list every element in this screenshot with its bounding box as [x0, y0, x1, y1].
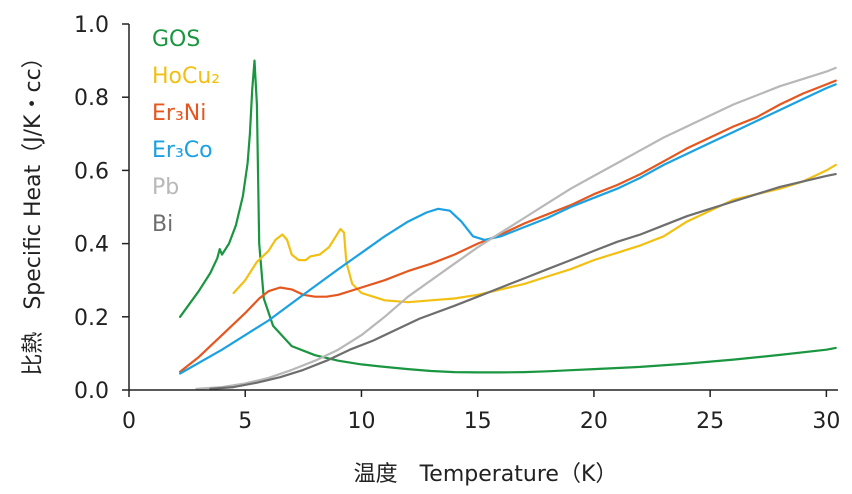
legend-entry-hocu: HoCu₂	[152, 64, 220, 89]
plot-series	[179, 59, 837, 390]
series-line-gos	[179, 59, 837, 374]
x-tick-label: 15	[464, 409, 492, 434]
series-line-erni	[179, 79, 837, 373]
legend-entry-gos: GOS	[152, 27, 200, 52]
y-tick-label: 0.8	[74, 86, 109, 111]
x-tick-label: 30	[812, 409, 840, 434]
legend: GOS HoCu₂ Er₃Ni Er₃Co Pb Bi	[152, 27, 220, 237]
series-line-pb	[195, 66, 837, 390]
x-tick-label: 10	[347, 409, 375, 434]
y-tick-label: 0.4	[74, 233, 109, 258]
legend-entry-erco: Er₃Co	[152, 138, 213, 163]
axes	[128, 24, 838, 391]
x-tick-label: 20	[580, 409, 608, 434]
legend-entry-bi: Bi	[152, 212, 173, 237]
legend-entry-pb: Pb	[152, 175, 179, 200]
y-tick-label: 0.2	[74, 306, 109, 331]
x-tick-label: 0	[122, 409, 136, 434]
x-axis-title: 温度 Temperature（K）	[354, 462, 618, 487]
series-line-hocu	[232, 163, 837, 304]
y-tick-label: 1.0	[74, 13, 109, 38]
y-axis-title: 比熱 Specific Heat（J/K・cc）	[21, 46, 46, 375]
legend-entry-erni: Er₃Ni	[152, 101, 206, 126]
series-line-erco	[179, 83, 837, 375]
y-ticks: 0.0 0.2 0.4 0.6 0.8 1.0	[74, 13, 129, 404]
x-tick-label: 5	[238, 409, 252, 434]
y-tick-label: 0.6	[74, 159, 109, 184]
x-ticks: 0 5 10 15 20 25 30	[122, 390, 840, 434]
series-line-bi	[209, 173, 837, 390]
y-tick-label: 0.0	[74, 379, 109, 404]
x-tick-label: 25	[696, 409, 724, 434]
